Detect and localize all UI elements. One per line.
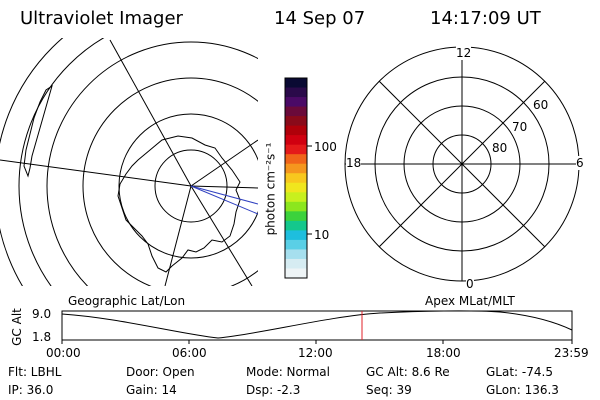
colorbar-unit-label: photon cm⁻²s⁻¹ [263, 142, 278, 236]
lat-label-70: 70 [512, 120, 528, 134]
mlt-label-6: 6 [576, 156, 584, 170]
mlt-label-0: 0 [466, 277, 474, 291]
colorbar-cell [285, 97, 307, 108]
colorbar-cell [285, 258, 307, 269]
colorbar-cell [285, 239, 307, 250]
colorbar-cell [285, 182, 307, 193]
x-tick-1200: 12:00 [298, 346, 333, 360]
altitude-plot [61, 310, 573, 344]
x-axis-ticks [61, 340, 573, 344]
mlt-label-12: 12 [456, 46, 472, 60]
colorbar-cell [285, 144, 307, 155]
colorbar-cell [285, 192, 307, 203]
info-glon: GLon: 136.3 [486, 383, 559, 397]
colorbar-cell [285, 154, 307, 165]
colorbar-tick-10: 10 [314, 228, 330, 242]
info-flt: Flt: LBHL [8, 365, 62, 379]
gc-alt-axis-label: GC Alt [9, 308, 24, 346]
info-glat: GLat: -74.5 [486, 365, 553, 379]
altitude-curve [61, 310, 573, 339]
info-gain: Gain: 14 [126, 383, 177, 397]
colorbar-cell [285, 173, 307, 184]
south-america-coastline [23, 84, 53, 178]
colorbar-cell [285, 163, 307, 174]
info-seq: Seq: 39 [366, 383, 412, 397]
lat-label-60: 60 [533, 98, 549, 112]
colorbar-cell [285, 230, 307, 241]
y-tick-9: 9.0 [32, 307, 52, 321]
colorbar-cell [285, 116, 307, 127]
colorbar-cell [285, 211, 307, 222]
colorbar-cell [285, 249, 307, 260]
info-gc-alt: GC Alt: 8.6 Re [366, 365, 450, 379]
info-dsp: Dsp: -2.3 [246, 383, 301, 397]
colorbar-cell [285, 87, 307, 98]
geographic-map [0, 38, 258, 286]
instrument-title: Ultraviolet Imager [20, 8, 183, 29]
mlt-dial [344, 46, 580, 282]
color-bar [284, 77, 312, 279]
colorbar-cell [285, 220, 307, 231]
colorbar-cell [285, 135, 307, 146]
colorbar-tick-100: 100 [314, 140, 337, 154]
apex-label: Apex MLat/MLT [425, 294, 515, 308]
antarctica-coastline [117, 135, 241, 273]
x-tick-2359: 23:59 [554, 346, 589, 360]
x-tick-0000: 00:00 [46, 346, 81, 360]
lat-label-80: 80 [492, 141, 508, 155]
colorbar-cell [285, 201, 307, 212]
mlt-label-18: 18 [346, 156, 362, 170]
colorbar-cell [285, 125, 307, 136]
time-label: 14:17:09 UT [430, 8, 541, 29]
y-tick-1-8: 1.8 [32, 330, 52, 344]
info-door: Door: Open [126, 365, 195, 379]
sun-direction-line-2 [190, 185, 258, 205]
x-tick-0600: 06:00 [172, 346, 207, 360]
info-mode: Mode: Normal [246, 365, 330, 379]
info-ip: IP: 36.0 [8, 383, 54, 397]
colorbar-cell [285, 268, 307, 279]
sun-direction-line [190, 185, 258, 215]
geographic-label: Geographic Lat/Lon [68, 294, 186, 308]
x-tick-1800: 18:00 [426, 346, 461, 360]
latitude-circles [0, 38, 258, 286]
colorbar-cell [285, 78, 307, 89]
colorbar-cell [285, 106, 307, 117]
date-label: 14 Sep 07 [274, 8, 366, 29]
